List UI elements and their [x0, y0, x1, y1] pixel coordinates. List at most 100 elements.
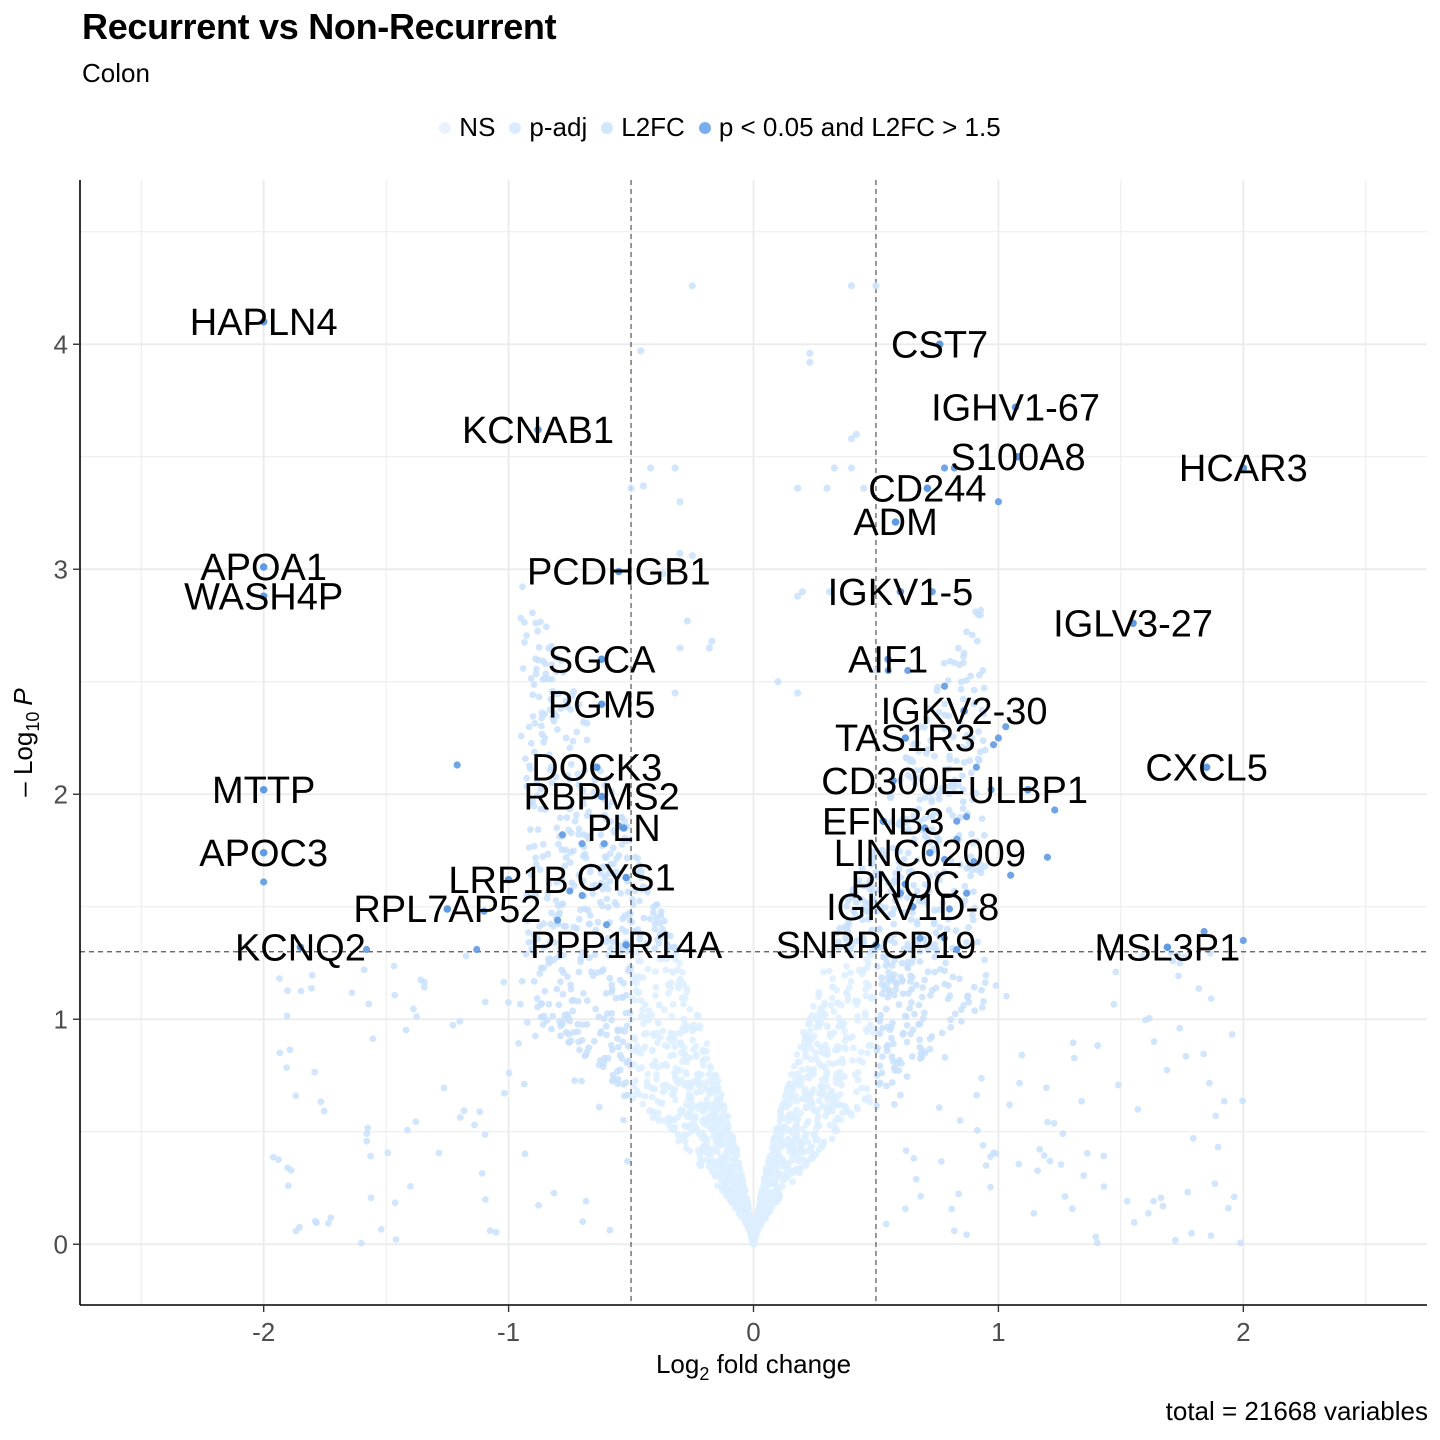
background-point: [946, 756, 954, 763]
background-point: [592, 1005, 600, 1013]
background-point: [553, 654, 561, 662]
data-point: [676, 498, 684, 506]
background-point: [1169, 957, 1177, 965]
background-point: [853, 937, 860, 945]
background-point: [802, 1085, 809, 1093]
background-point: [762, 1178, 769, 1186]
background-point: [830, 1060, 838, 1068]
gene-label: CD244: [868, 468, 986, 510]
background-point: [832, 1079, 840, 1087]
background-point: [1174, 951, 1182, 959]
background-point: [907, 755, 915, 763]
background-point: [723, 1149, 730, 1157]
background-point: [950, 1227, 958, 1235]
background-point: [937, 1158, 945, 1165]
background-point: [377, 1225, 385, 1233]
background-point: [840, 1044, 848, 1052]
background-point: [876, 1030, 884, 1038]
background-point: [530, 681, 538, 688]
background-point: [979, 1142, 987, 1149]
background-point: [933, 947, 941, 955]
background-point: [583, 736, 591, 744]
background-point: [912, 1175, 920, 1183]
background-point: [692, 1112, 700, 1120]
background-point: [776, 1153, 784, 1161]
background-point: [596, 1030, 604, 1037]
background-point: [910, 881, 918, 889]
data-point: [940, 934, 949, 942]
background-point: [481, 1131, 489, 1138]
caption: total = 21668 variables: [1165, 1396, 1428, 1426]
background-point: [626, 916, 634, 924]
background-point: [882, 1005, 890, 1013]
background-point: [615, 1043, 622, 1051]
background-point: [653, 1039, 661, 1047]
background-point: [420, 983, 428, 991]
background-point: [570, 882, 578, 889]
background-point: [713, 1137, 721, 1145]
background-point: [921, 881, 929, 888]
background-point: [679, 1108, 686, 1116]
background-point: [643, 1029, 650, 1037]
background-point: [561, 862, 569, 870]
gene-label: MTTP: [212, 770, 315, 812]
background-point: [863, 1085, 871, 1093]
background-point: [413, 1013, 420, 1020]
x-tick-label: -1: [497, 1317, 520, 1347]
background-point: [689, 1036, 696, 1044]
data-point: [921, 824, 929, 832]
background-point: [653, 914, 661, 922]
data-point: [558, 831, 567, 839]
background-point: [1006, 1101, 1013, 1109]
background-point: [814, 1012, 821, 1020]
background-point: [1069, 1039, 1077, 1047]
background-point: [622, 1009, 630, 1017]
gene-label: AIF1: [848, 639, 928, 681]
background-point: [655, 940, 663, 947]
background-point: [590, 1037, 598, 1045]
background-point: [596, 898, 604, 906]
gene-label: CD300E: [821, 761, 965, 803]
background-point: [478, 1169, 486, 1177]
background-point: [1134, 1105, 1142, 1113]
background-point: [852, 1088, 860, 1096]
background-point: [1163, 1066, 1171, 1074]
y-tick-label: 2: [54, 779, 68, 809]
background-point: [563, 814, 571, 821]
background-point: [833, 986, 840, 994]
background-point: [604, 934, 612, 942]
background-point: [959, 798, 967, 806]
background-point: [776, 1117, 784, 1124]
background-point: [527, 826, 534, 833]
background-point: [739, 1190, 747, 1198]
background-point: [701, 1102, 709, 1109]
background-point: [651, 1085, 659, 1093]
background-point: [831, 943, 839, 951]
gene-label: CYS1: [577, 858, 676, 900]
background-point: [675, 984, 683, 992]
background-point: [862, 1025, 870, 1033]
gene-point: [935, 340, 944, 349]
data-point: [806, 358, 814, 366]
background-point: [941, 967, 949, 975]
background-point: [532, 670, 540, 678]
background-point: [718, 1153, 726, 1161]
background-point: [547, 695, 555, 703]
background-point: [1181, 953, 1188, 961]
background-point: [646, 915, 654, 923]
background-point: [878, 974, 886, 982]
background-point: [536, 970, 544, 977]
background-point: [915, 748, 922, 755]
background-point: [686, 1147, 694, 1155]
background-point: [903, 1073, 911, 1080]
background-point: [1141, 1016, 1149, 1024]
x-axis-title-main: Log: [656, 1349, 699, 1379]
background-point: [812, 1049, 819, 1057]
gene-label: ADM: [853, 502, 937, 544]
background-point: [977, 606, 985, 614]
background-point: [975, 756, 983, 764]
background-point: [778, 1130, 786, 1138]
background-point: [828, 1107, 836, 1115]
background-point: [878, 990, 886, 998]
background-point: [823, 1022, 831, 1030]
